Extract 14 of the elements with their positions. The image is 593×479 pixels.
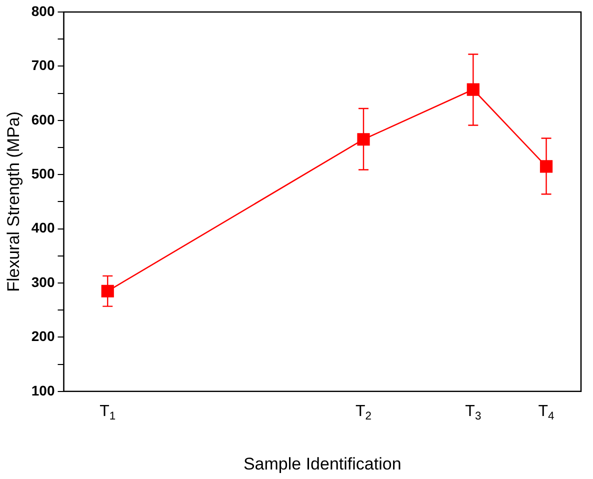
y-tick-label: 800 <box>31 2 55 19</box>
y-tick-label: 600 <box>31 111 55 128</box>
point <box>357 133 370 146</box>
x-axis-title: Sample Identification <box>243 454 402 474</box>
y-axis-title: Flexural Strength (MPa) <box>4 111 23 292</box>
point <box>466 83 480 96</box>
y-tick-label: 300 <box>31 274 55 290</box>
y-tick-label: 100 <box>31 382 55 398</box>
y-tick-label: 200 <box>31 328 55 344</box>
point <box>101 284 114 298</box>
y-tick-label: 700 <box>31 57 55 74</box>
y-tick-label: 500 <box>31 165 55 182</box>
y-tick-label: 400 <box>31 220 55 236</box>
point <box>540 160 553 173</box>
